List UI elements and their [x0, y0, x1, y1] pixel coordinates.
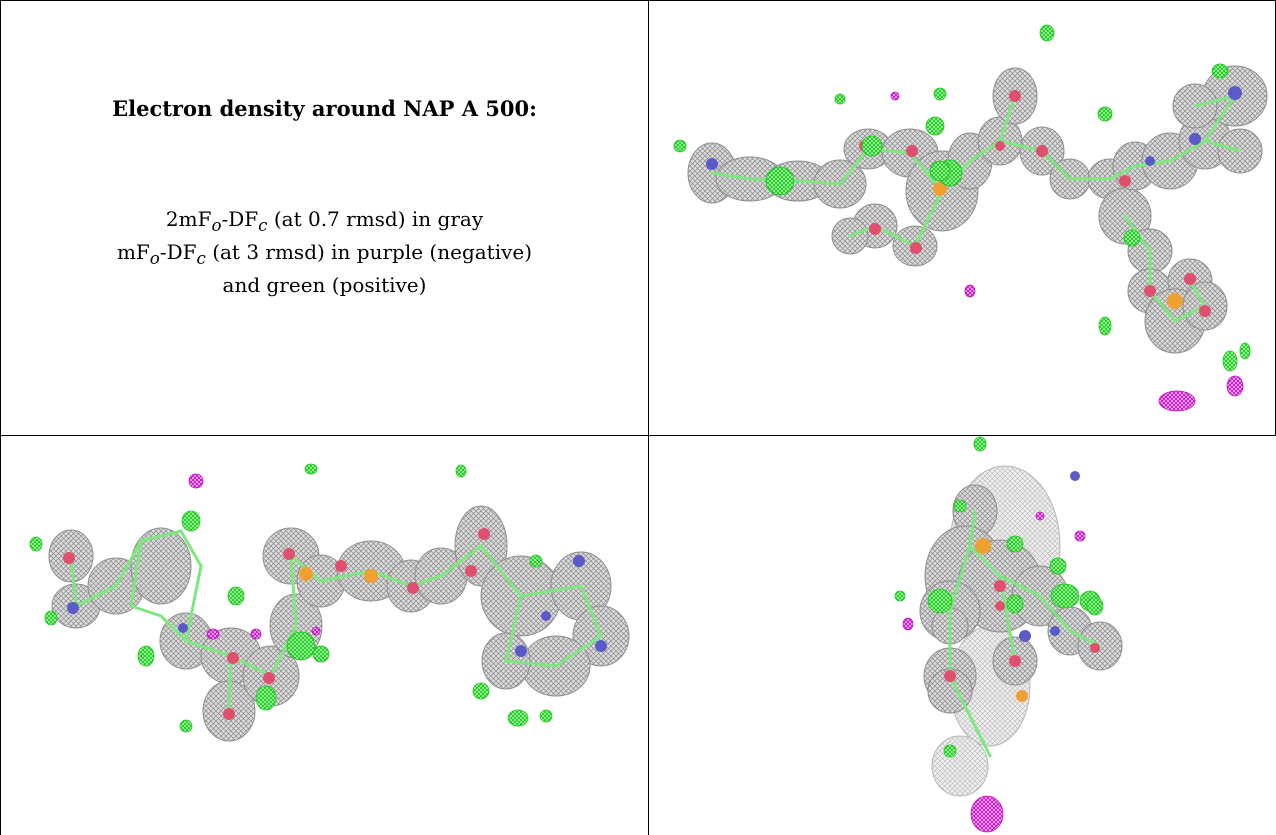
legend-line-2fofc: 2mFo-DFc (at 0.7 rmsd) in gray — [1, 206, 648, 239]
legend-fofc-prefix: mF — [116, 240, 150, 264]
caption-cell: Electron density around NAP A 500: 2mFo-… — [1, 1, 648, 434]
density-view-bottom-left — [1, 436, 648, 835]
legend-line-positive: and green (positive) — [222, 273, 427, 297]
phosphorus-atom — [933, 182, 947, 196]
legend-2fofc-suffix: (at 0.7 rmsd) in gray — [267, 207, 484, 231]
molecule-render-top — [673, 24, 1268, 412]
legend-2fofc-prefix: 2mF — [165, 207, 212, 231]
legend-fofc-sub-o: o — [149, 249, 160, 268]
legend-2fofc-sub-c: c — [258, 216, 268, 235]
density-view-bottom-right — [650, 436, 1275, 835]
table-border-top — [0, 0, 1276, 1]
legend-2fofc-mid: -DF — [221, 207, 259, 231]
caption-title: Electron density around NAP A 500: — [112, 96, 537, 121]
table-divider-vertical — [648, 0, 649, 835]
molecule-render-end — [894, 436, 1123, 833]
legend-line-fofc: mFo-DFc (at 3 rmsd) in purple (negative) — [1, 239, 648, 272]
molecule-render-side — [29, 463, 630, 742]
legend-2fofc-sub-o: o — [211, 216, 222, 235]
legend-fofc-mid: -DF — [159, 240, 197, 264]
caption-legend: 2mFo-DFc (at 0.7 rmsd) in gray mFo-DFc (… — [1, 206, 648, 299]
table-border-left — [0, 0, 1, 835]
nitrogen-atom — [706, 158, 718, 170]
legend-fofc-sub-c: c — [196, 249, 206, 268]
density-view-top-right — [650, 1, 1275, 434]
legend-fofc-suffix: (at 3 rmsd) in purple (negative) — [205, 240, 533, 264]
table-divider-horizontal — [0, 435, 1276, 436]
